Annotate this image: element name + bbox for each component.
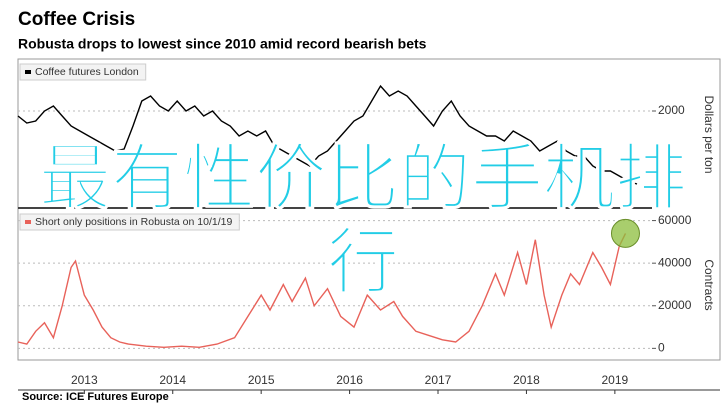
x-tick-label: 2018 [513, 373, 540, 387]
source: Source: ICE Futures Europe [22, 391, 169, 403]
frame [17, 58, 721, 361]
x-tick-label: 2015 [248, 373, 275, 387]
highlight [610, 218, 640, 248]
chart-title: Coffee Crisis [18, 9, 135, 30]
x-tick-label: 2014 [159, 373, 186, 387]
legend-label: Short only positions in Robusta on 10/1/… [35, 216, 232, 228]
data-line [17, 233, 627, 349]
data-line [17, 84, 638, 185]
y-tick-label: 40000 [658, 255, 692, 269]
y-tick-label: 0 [658, 341, 665, 355]
y-axis-label: Dollars per ton [702, 95, 716, 173]
x-tick-label: 2017 [425, 373, 452, 387]
y-tick-label: 60000 [658, 213, 692, 227]
legend-box [19, 213, 240, 231]
legend-label: Coffee futures London [35, 66, 139, 78]
y-tick-label: 2000 [658, 103, 685, 117]
chart-subtitle: Robusta drops to lowest since 2010 amid … [18, 36, 427, 52]
x-tick-label: 2016 [336, 373, 363, 387]
y-axis-label: Contracts [702, 259, 716, 310]
legend-box [19, 63, 147, 81]
x-tick-label: 2019 [602, 373, 629, 387]
y-tick-label: 20000 [658, 298, 692, 312]
x-tick-label: 2013 [71, 373, 98, 387]
